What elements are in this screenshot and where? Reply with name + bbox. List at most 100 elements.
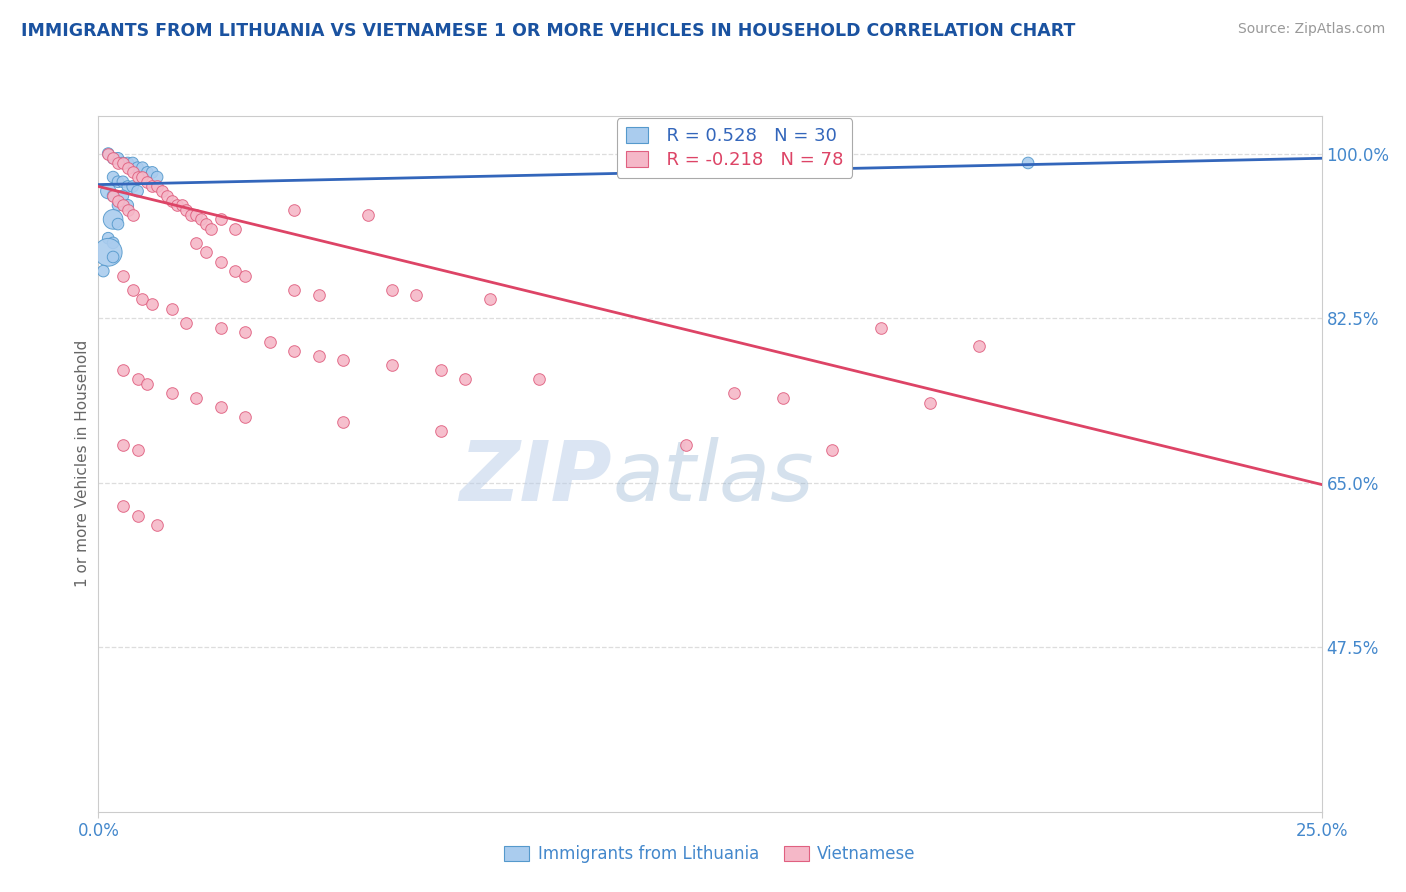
Point xyxy=(233,325,256,339)
Point xyxy=(233,268,256,283)
Point xyxy=(209,254,232,268)
Point xyxy=(101,189,124,203)
Point xyxy=(111,175,134,189)
Point xyxy=(1017,156,1039,170)
Point xyxy=(111,438,134,452)
Point xyxy=(121,208,143,222)
Point xyxy=(111,189,134,203)
Point xyxy=(111,499,134,513)
Point xyxy=(136,376,159,391)
Point xyxy=(259,334,281,349)
Point xyxy=(107,156,129,170)
Point xyxy=(209,401,232,415)
Text: ZIP: ZIP xyxy=(460,437,612,518)
Point xyxy=(772,391,794,405)
Point xyxy=(101,212,124,227)
Point xyxy=(146,170,169,185)
Point xyxy=(381,358,404,372)
Y-axis label: 1 or more Vehicles in Household: 1 or more Vehicles in Household xyxy=(75,340,90,588)
Point xyxy=(141,165,163,179)
Point xyxy=(821,442,844,457)
Point xyxy=(136,175,159,189)
Point xyxy=(111,156,134,170)
Point xyxy=(176,202,198,217)
Point xyxy=(224,264,246,278)
Point xyxy=(200,221,222,235)
Point xyxy=(478,293,501,307)
Point xyxy=(127,508,149,523)
Point xyxy=(111,156,134,170)
Point xyxy=(920,395,942,409)
Point xyxy=(180,208,202,222)
Text: atlas: atlas xyxy=(612,437,814,518)
Point xyxy=(131,161,153,175)
Point xyxy=(107,194,129,208)
Point xyxy=(97,146,120,161)
Point xyxy=(723,386,745,401)
Point xyxy=(121,165,143,179)
Point xyxy=(97,245,120,260)
Point xyxy=(186,208,208,222)
Point xyxy=(107,198,129,212)
Point xyxy=(381,283,404,297)
Point xyxy=(233,409,256,424)
Point xyxy=(117,156,139,170)
Point xyxy=(209,212,232,227)
Point xyxy=(101,170,124,185)
Point xyxy=(131,170,153,185)
Point xyxy=(160,386,183,401)
Point xyxy=(166,198,188,212)
Point xyxy=(454,372,477,386)
Point xyxy=(117,179,139,194)
Point xyxy=(117,202,139,217)
Point xyxy=(332,353,354,368)
Point xyxy=(141,297,163,311)
Point xyxy=(117,161,139,175)
Point xyxy=(176,316,198,330)
Point xyxy=(160,194,183,208)
Point xyxy=(283,344,305,359)
Point xyxy=(107,175,129,189)
Point xyxy=(405,287,427,301)
Point xyxy=(283,283,305,297)
Point xyxy=(97,231,120,245)
Point xyxy=(127,170,149,185)
Point xyxy=(101,151,124,165)
Point xyxy=(127,372,149,386)
Point xyxy=(127,184,149,198)
Point xyxy=(224,221,246,235)
Point xyxy=(111,198,134,212)
Point xyxy=(117,198,139,212)
Point xyxy=(170,198,193,212)
Point xyxy=(209,320,232,334)
Point xyxy=(675,438,697,452)
Point xyxy=(121,156,143,170)
Point xyxy=(111,363,134,377)
Point xyxy=(430,424,453,438)
Point xyxy=(141,179,163,194)
Point xyxy=(97,184,120,198)
Point xyxy=(101,235,124,250)
Point xyxy=(146,179,169,194)
Point xyxy=(527,372,550,386)
Point xyxy=(136,165,159,179)
Point xyxy=(101,189,124,203)
Point xyxy=(160,301,183,316)
Legend: Immigrants from Lithuania, Vietnamese: Immigrants from Lithuania, Vietnamese xyxy=(498,838,922,870)
Point xyxy=(111,268,134,283)
Point xyxy=(870,320,893,334)
Point xyxy=(186,235,208,250)
Point xyxy=(121,179,143,194)
Point xyxy=(186,391,208,405)
Point xyxy=(332,415,354,429)
Point xyxy=(150,184,173,198)
Point xyxy=(101,151,124,165)
Point xyxy=(121,283,143,297)
Point xyxy=(430,363,453,377)
Point xyxy=(127,442,149,457)
Point xyxy=(156,189,179,203)
Point xyxy=(195,245,218,260)
Point xyxy=(107,217,129,231)
Text: Source: ZipAtlas.com: Source: ZipAtlas.com xyxy=(1237,22,1385,37)
Point xyxy=(308,349,330,363)
